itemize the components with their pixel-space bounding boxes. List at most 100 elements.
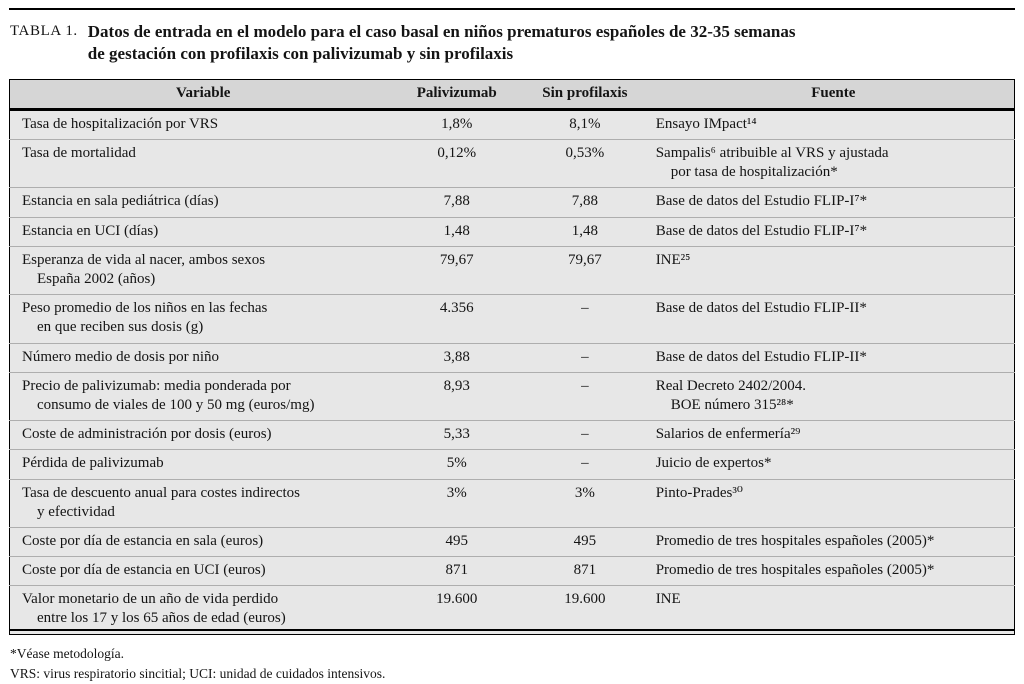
sin-profilaxis-cell: 0,53% <box>517 139 653 188</box>
palivizumab-cell: 5% <box>396 449 518 479</box>
fuente-cell: INE <box>652 585 1015 635</box>
sin-profilaxis-cell: – <box>517 371 653 421</box>
table-row: Coste por día de estancia en sala (euros… <box>9 526 1015 557</box>
palivizumab-cell: 0,12% <box>396 139 518 188</box>
palivizumab-cell: 1,48 <box>396 216 518 247</box>
variable-cell: Estancia en sala pediátrica (días) <box>9 187 397 218</box>
table-row: Coste de administración por dosis (euros… <box>9 420 1015 450</box>
table-title-line2: de gestación con profilaxis con palivizu… <box>87 44 514 64</box>
variable-cell: Precio de palivizumab: media ponderada p… <box>9 371 397 421</box>
variable-line1: Peso promedio de los niños en las fechas <box>22 300 268 317</box>
variable-line2: y efectividad <box>37 503 115 520</box>
input-data-table: Variable Palivizumab Sin profilaxis Fuen… <box>9 78 1015 635</box>
fuente-cell: Salarios de enfermería²⁹ <box>652 420 1015 450</box>
palivizumab-cell: 4.356 <box>396 294 518 344</box>
fuente-cell: Ensayo IMpact¹⁴ <box>655 115 757 132</box>
palivizumab-cell: 3% <box>396 478 518 528</box>
variable-cell: Pérdida de palivizumab <box>9 449 397 479</box>
sin-profilaxis-cell: 8,1% <box>569 115 601 132</box>
table-row: Estancia en UCI (días) 1,48 1,48 Base de… <box>9 216 1015 247</box>
table-row: Tasa de mortalidad 0,12% 0,53% Sampalis⁶… <box>9 139 1015 188</box>
palivizumab-cell: 79,67 <box>396 245 518 295</box>
sin-profilaxis-cell: 3% <box>517 478 653 528</box>
sin-profilaxis-cell: – <box>517 420 653 450</box>
variable-line2: en que reciben sus dosis (g) <box>37 319 204 336</box>
table-row: Número medio de dosis por niño 3,88 – Ba… <box>9 342 1015 373</box>
table-number-label: TABLA 1. <box>10 23 78 39</box>
table-row: Peso promedio de los niños en las fechas… <box>9 294 1015 344</box>
fuente-line1: Real Decreto 2402/2004. <box>655 377 807 394</box>
sin-profilaxis-cell: – <box>517 342 653 373</box>
variable-line2: consumo de viales de 100 y 50 mg (euros/… <box>37 396 315 413</box>
fuente-cell: Pinto-Prades³⁰ <box>652 478 1015 528</box>
column-header-palivizumab: Palivizumab <box>396 79 518 111</box>
palivizumab-cell: 871 <box>396 556 518 586</box>
column-header-variable: Variable <box>9 79 397 111</box>
sin-profilaxis-cell: – <box>517 449 653 479</box>
palivizumab-cell: 7,88 <box>396 187 518 218</box>
variable-cell: Número medio de dosis por niño <box>9 342 397 373</box>
top-rule <box>9 8 1015 10</box>
footnote-methodology: *Véase metodología. <box>10 645 124 661</box>
palivizumab-cell: 1,8% <box>441 115 473 132</box>
palivizumab-cell: 3,88 <box>396 342 518 373</box>
table-row: Esperanza de vida al nacer, ambos sexos … <box>9 245 1015 295</box>
fuente-cell: Promedio de tres hospitales españoles (2… <box>652 526 1015 557</box>
variable-cell: Estancia en UCI (días) <box>9 216 397 247</box>
page: TABLA 1. Datos de entrada en el modelo p… <box>9 8 1015 681</box>
table-title-text: Datos de entrada en el modelo para el ca… <box>88 21 796 66</box>
column-header-sin-profilaxis: Sin profilaxis <box>517 79 653 111</box>
palivizumab-cell: 8,93 <box>396 371 518 421</box>
sin-profilaxis-cell: 19.600 <box>517 585 653 635</box>
variable-line1: Valor monetario de un año de vida perdid… <box>22 591 279 608</box>
sin-profilaxis-cell: 1,48 <box>517 216 653 247</box>
table-title-line1: Datos de entrada en el modelo para el ca… <box>87 22 796 41</box>
fuente-cell: Promedio de tres hospitales españoles (2… <box>652 556 1015 586</box>
sin-profilaxis-cell: 7,88 <box>517 187 653 218</box>
footnotes: *Véase metodología. VRS: virus respirato… <box>10 644 1014 684</box>
variable-line2: España 2002 (años) <box>37 271 156 287</box>
fuente-cell: Base de datos del Estudio FLIP-II* <box>652 294 1015 344</box>
table-row: Precio de palivizumab: media ponderada p… <box>9 371 1015 421</box>
palivizumab-cell: 5,33 <box>396 420 518 450</box>
bottom-rule <box>9 629 1015 631</box>
palivizumab-cell: 19.600 <box>396 585 518 635</box>
palivizumab-cell: 495 <box>396 526 518 557</box>
fuente-cell: Juicio de expertos* <box>652 449 1015 479</box>
footnote-abbreviations: VRS: virus respiratorio sincitial; UCI: … <box>10 665 386 681</box>
fuente-cell: Sampalis⁶ atribuible al VRS y ajustada p… <box>652 139 1015 188</box>
table-row: Pérdida de palivizumab 5% – Juicio de ex… <box>9 449 1015 479</box>
variable-line1: Esperanza de vida al nacer, ambos sexos <box>22 251 266 268</box>
table-row: Tasa de descuento anual para costes indi… <box>9 478 1015 528</box>
sin-profilaxis-cell: 495 <box>517 526 653 557</box>
table-row: Valor monetario de un año de vida perdid… <box>9 585 1015 635</box>
table-row: Tasa de hospitalización por VRS 1,8% 8,1… <box>10 109 1015 139</box>
variable-cell: Tasa de mortalidad <box>9 139 397 188</box>
sin-profilaxis-cell: – <box>517 294 653 344</box>
fuente-cell: Base de datos del Estudio FLIP-I⁷* <box>652 216 1015 247</box>
variable-cell: Coste de administración por dosis (euros… <box>9 420 397 450</box>
fuente-line1: Sampalis⁶ atribuible al VRS y ajustada <box>655 145 889 162</box>
fuente-line2: BOE número 315²⁸* <box>670 396 794 413</box>
table-header: Variable Palivizumab Sin profilaxis Fuen… <box>9 79 1015 111</box>
table-row: Estancia en sala pediátrica (días) 7,88 … <box>9 187 1015 218</box>
variable-line2: entre los 17 y los 65 años de edad (euro… <box>37 610 286 627</box>
table-title: TABLA 1. Datos de entrada en el modelo p… <box>10 21 1014 66</box>
variable-cell: Peso promedio de los niños en las fechas… <box>9 294 397 344</box>
header-row: Variable Palivizumab Sin profilaxis Fuen… <box>9 79 1015 111</box>
fuente-cell: Base de datos del Estudio FLIP-I⁷* <box>652 187 1015 218</box>
variable-cell: Coste por día de estancia en UCI (euros) <box>9 556 397 586</box>
variable-cell: Esperanza de vida al nacer, ambos sexos … <box>9 245 397 295</box>
fuente-cell: Base de datos del Estudio FLIP-II* <box>652 342 1015 373</box>
sin-profilaxis-cell: 871 <box>517 556 653 586</box>
variable-cell: Coste por día de estancia en sala (euros… <box>9 526 397 557</box>
fuente-cell: Real Decreto 2402/2004. BOE número 315²⁸… <box>652 371 1015 421</box>
table-row: Coste por día de estancia en UCI (euros)… <box>9 556 1015 586</box>
variable-cell: Tasa de hospitalización por VRS <box>22 115 219 132</box>
table-body: Tasa de hospitalización por VRS 1,8% 8,1… <box>9 109 1015 635</box>
variable-line1: Tasa de descuento anual para costes indi… <box>22 484 301 501</box>
fuente-cell: INE²⁵ <box>652 245 1015 295</box>
column-header-fuente: Fuente <box>652 79 1015 111</box>
sin-profilaxis-cell: 79,67 <box>517 245 653 295</box>
variable-cell: Tasa de descuento anual para costes indi… <box>9 478 397 528</box>
